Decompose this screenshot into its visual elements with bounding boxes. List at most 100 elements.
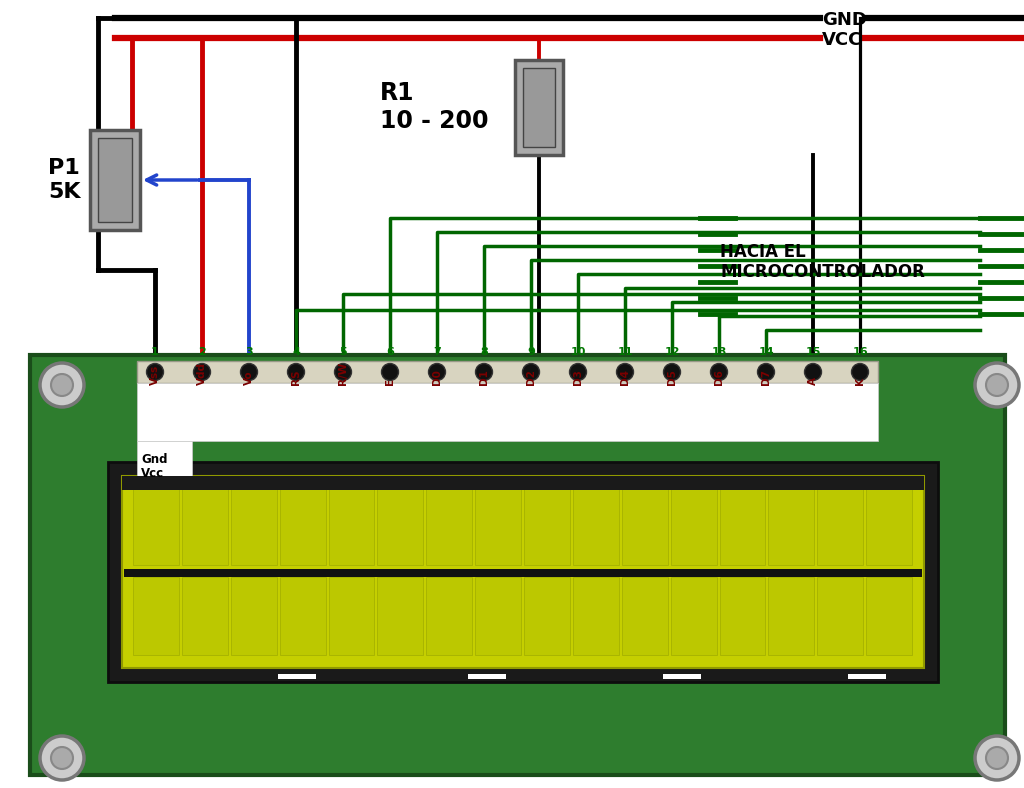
Bar	[133, 486, 179, 564]
Bar	[426, 577, 472, 655]
Bar	[137, 383, 878, 441]
Bar	[622, 486, 668, 564]
Text: D7: D7	[761, 369, 771, 385]
Text: 10: 10	[570, 347, 586, 357]
Text: Vss: Vss	[150, 365, 160, 385]
Text: D5: D5	[667, 369, 677, 385]
Text: 3: 3	[245, 347, 253, 357]
Bar	[122, 476, 924, 490]
Circle shape	[40, 736, 84, 780]
Circle shape	[40, 363, 84, 407]
Text: 15: 15	[805, 347, 820, 357]
Circle shape	[711, 363, 727, 381]
Bar	[329, 577, 375, 655]
Bar	[182, 486, 227, 564]
Bar	[378, 486, 423, 564]
Circle shape	[986, 374, 1008, 396]
Text: D4: D4	[620, 369, 630, 385]
Text: R1
10 - 200: R1 10 - 200	[380, 81, 488, 133]
Bar	[230, 486, 276, 564]
Circle shape	[146, 363, 164, 381]
Bar	[133, 577, 179, 655]
Text: 4: 4	[292, 347, 300, 357]
Bar	[768, 577, 814, 655]
Circle shape	[475, 363, 493, 381]
Circle shape	[569, 363, 587, 381]
Text: 9: 9	[527, 347, 535, 357]
Text: 13: 13	[712, 347, 727, 357]
Bar	[622, 577, 668, 655]
Text: 16: 16	[852, 347, 867, 357]
Bar	[122, 476, 924, 668]
Text: 14: 14	[758, 347, 774, 357]
Text: GND: GND	[822, 11, 867, 29]
Bar	[663, 674, 701, 679]
Text: P1
5K: P1 5K	[48, 158, 81, 202]
Circle shape	[986, 747, 1008, 769]
Text: Gnd: Gnd	[141, 452, 168, 466]
Text: D6: D6	[714, 369, 724, 385]
Bar	[230, 577, 276, 655]
Bar	[108, 462, 938, 682]
Text: 1: 1	[152, 347, 159, 357]
Bar	[137, 441, 193, 479]
Text: D0: D0	[432, 369, 442, 385]
Bar	[475, 577, 521, 655]
Bar	[90, 130, 140, 230]
Text: Vo: Vo	[244, 370, 254, 385]
Text: 12: 12	[665, 347, 680, 357]
Bar	[182, 577, 227, 655]
Text: D2: D2	[526, 369, 536, 385]
Circle shape	[805, 363, 821, 381]
Circle shape	[428, 363, 445, 381]
Bar	[817, 486, 863, 564]
Text: 8: 8	[480, 347, 487, 357]
Text: Vcc: Vcc	[141, 466, 164, 480]
Bar	[768, 486, 814, 564]
Circle shape	[335, 363, 351, 381]
Bar	[98, 138, 132, 222]
Text: 2: 2	[198, 347, 206, 357]
Text: VCC: VCC	[822, 31, 862, 49]
Circle shape	[852, 363, 868, 381]
Bar	[720, 486, 765, 564]
Bar	[124, 568, 922, 577]
Bar	[848, 674, 886, 679]
Bar	[426, 486, 472, 564]
Text: D3: D3	[573, 369, 583, 385]
Bar	[475, 486, 521, 564]
Bar	[278, 674, 316, 679]
Bar	[137, 361, 878, 383]
Bar	[280, 577, 326, 655]
Bar	[720, 577, 765, 655]
Circle shape	[241, 363, 257, 381]
Bar	[524, 577, 570, 655]
Bar	[515, 60, 563, 155]
Circle shape	[664, 363, 681, 381]
Text: HACIA EL
MICROCONTROLADOR: HACIA EL MICROCONTROLADOR	[720, 243, 925, 281]
Circle shape	[522, 363, 540, 381]
Text: Vdd: Vdd	[197, 362, 207, 385]
Circle shape	[758, 363, 774, 381]
Text: A: A	[808, 377, 818, 385]
Text: RS: RS	[291, 370, 301, 385]
Bar	[671, 577, 717, 655]
Circle shape	[975, 736, 1019, 780]
Bar	[671, 486, 717, 564]
Text: E: E	[385, 378, 395, 385]
Circle shape	[288, 363, 304, 381]
Bar	[817, 577, 863, 655]
Text: 11: 11	[617, 347, 633, 357]
Bar	[378, 577, 423, 655]
Text: K: K	[855, 377, 865, 385]
Bar	[524, 486, 570, 564]
Bar	[866, 486, 912, 564]
Bar	[329, 486, 375, 564]
Bar	[468, 674, 506, 679]
Text: R/W: R/W	[338, 362, 348, 385]
Bar	[572, 486, 618, 564]
Circle shape	[382, 363, 398, 381]
Bar	[572, 577, 618, 655]
Bar	[280, 486, 326, 564]
Circle shape	[194, 363, 211, 381]
